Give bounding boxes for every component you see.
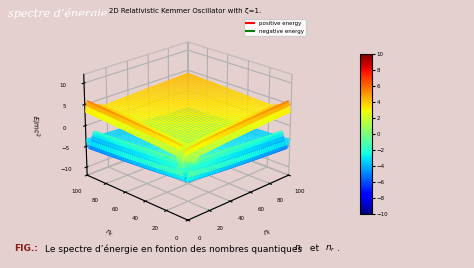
X-axis label: $n_l$: $n_l$	[262, 228, 273, 239]
Text: .: .	[337, 244, 339, 253]
Title: 2D Relativistic Kemmer Oscillator with ζ=1.: 2D Relativistic Kemmer Oscillator with ζ…	[109, 8, 261, 14]
Legend: positive energy, negative energy: positive energy, negative energy	[244, 19, 306, 36]
Text: Le spectre d’énergie en fontion des nombres quantiques: Le spectre d’énergie en fontion des nomb…	[45, 244, 305, 254]
Text: $n_r$: $n_r$	[325, 244, 335, 254]
Y-axis label: $n_r$: $n_r$	[103, 227, 114, 239]
Text: $n_l$: $n_l$	[294, 244, 303, 254]
Text: spectre d’énergie: spectre d’énergie	[8, 8, 107, 19]
Text: FIG.:: FIG.:	[14, 244, 38, 253]
Text: et: et	[307, 244, 322, 253]
